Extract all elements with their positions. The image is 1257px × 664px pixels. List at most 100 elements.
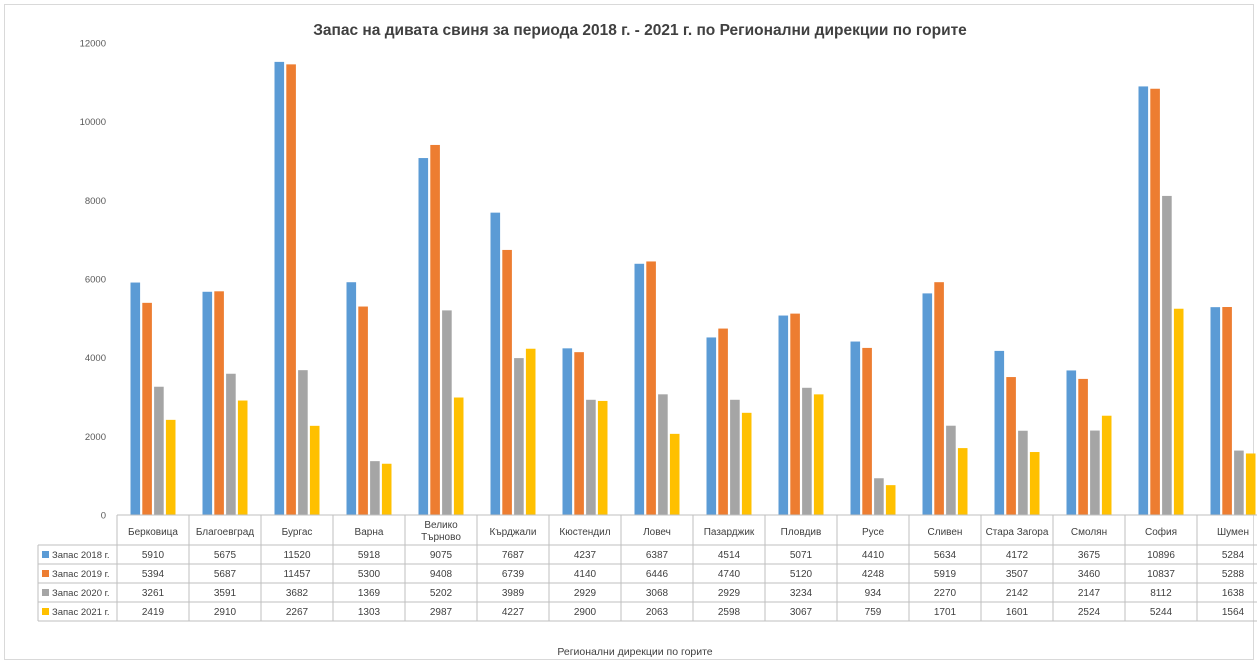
- data-value: 3261: [142, 588, 165, 599]
- data-value: 4514: [718, 550, 741, 561]
- bar: [490, 212, 501, 516]
- category-label: Русе: [862, 527, 885, 538]
- data-value: 4410: [862, 550, 885, 561]
- data-value: 3507: [1006, 569, 1029, 580]
- bar: [946, 425, 956, 515]
- data-value: 11457: [283, 569, 311, 580]
- bar: [346, 282, 357, 515]
- bar: [1234, 450, 1244, 515]
- chart-frame: [4, 4, 1254, 660]
- category-label: Бургас: [282, 527, 313, 538]
- bar: [381, 463, 392, 515]
- bar: [586, 399, 596, 515]
- bar: [1138, 86, 1149, 515]
- data-value: 2598: [718, 607, 741, 618]
- data-value: 4248: [862, 569, 885, 580]
- bar: [1029, 452, 1040, 515]
- bar: [525, 348, 536, 515]
- bar: [226, 373, 236, 515]
- bar: [154, 386, 164, 515]
- data-value: 2929: [718, 588, 741, 599]
- category-label: Варна: [355, 527, 384, 538]
- series-label: Запас 2021 г.: [52, 607, 110, 618]
- bar: [706, 337, 717, 515]
- data-value: 5300: [358, 569, 381, 580]
- data-value: 3591: [214, 588, 237, 599]
- data-value: 2524: [1078, 607, 1101, 618]
- data-value: 2900: [574, 607, 597, 618]
- y-tick-label: 10000: [80, 117, 106, 128]
- data-value: 4172: [1006, 550, 1029, 561]
- data-value: 11520: [283, 550, 311, 561]
- category-label: Сливен: [928, 527, 963, 538]
- data-value: 1601: [1006, 607, 1029, 618]
- data-value: 1564: [1222, 607, 1245, 618]
- chart-title: Запас на дивата свиня за периода 2018 г.…: [313, 22, 967, 39]
- data-value: 5919: [934, 569, 957, 580]
- y-tick-label: 12000: [80, 39, 106, 50]
- data-value: 6446: [646, 569, 669, 580]
- bar: [1222, 307, 1232, 515]
- category-label: Кърджали: [490, 527, 537, 538]
- data-value: 6739: [502, 569, 525, 580]
- bar: [309, 425, 320, 515]
- data-value: 5120: [790, 569, 813, 580]
- series-label: Запас 2020 г.: [52, 588, 110, 599]
- data-value: 5288: [1222, 569, 1245, 580]
- data-value: 3067: [790, 607, 813, 618]
- data-value: 1701: [934, 607, 957, 618]
- data-value: 759: [865, 607, 882, 618]
- data-value: 8112: [1150, 588, 1172, 599]
- bar: [730, 399, 740, 515]
- data-value: 4237: [574, 550, 597, 561]
- bar: [718, 328, 728, 515]
- data-value: 4140: [574, 569, 597, 580]
- category-label: Смолян: [1071, 527, 1107, 538]
- bar: [1090, 430, 1100, 515]
- data-value: 2910: [214, 607, 237, 618]
- bar: [634, 263, 645, 515]
- bar: [286, 64, 296, 515]
- bar: [1018, 430, 1028, 515]
- bar: [1006, 377, 1016, 515]
- bar: [562, 348, 573, 515]
- data-value: 2419: [142, 607, 165, 618]
- bar: [597, 400, 608, 515]
- x-axis-title: Регионални дирекции по горите: [557, 646, 713, 658]
- category-label: Берковица: [128, 527, 178, 538]
- bar: [358, 306, 368, 515]
- data-value: 934: [865, 588, 882, 599]
- data-value: 1638: [1222, 588, 1245, 599]
- category-label: София: [1145, 526, 1177, 538]
- bar: [418, 158, 429, 516]
- data-value: 2142: [1006, 588, 1029, 599]
- data-value: 2270: [934, 588, 957, 599]
- category-label: Кюстендил: [559, 527, 610, 538]
- legend-key: [42, 551, 49, 558]
- data-value: 4740: [718, 569, 741, 580]
- data-value: 5910: [142, 550, 165, 561]
- data-value: 3675: [1078, 550, 1101, 561]
- bar: [130, 282, 141, 515]
- data-value: 2063: [646, 607, 669, 618]
- data-value: 9075: [430, 550, 453, 561]
- bar: [922, 293, 933, 515]
- bar: [934, 282, 944, 515]
- data-value: 3068: [646, 588, 669, 599]
- bar: [298, 370, 308, 515]
- y-tick-label: 0: [101, 511, 106, 522]
- bar: [646, 261, 656, 515]
- bar: [442, 310, 452, 515]
- bar: [1162, 195, 1172, 516]
- data-value: 10896: [1147, 550, 1175, 561]
- data-value: 5394: [142, 569, 165, 580]
- category-label: Шумен: [1217, 527, 1249, 538]
- data-value: 5202: [430, 588, 453, 599]
- bar: [813, 394, 824, 515]
- bar: [862, 347, 872, 515]
- data-value: 9408: [430, 569, 453, 580]
- bar: [202, 291, 213, 515]
- series-label: Запас 2019 г.: [52, 569, 110, 580]
- bar: [790, 313, 800, 515]
- data-value: 10837: [1147, 569, 1175, 580]
